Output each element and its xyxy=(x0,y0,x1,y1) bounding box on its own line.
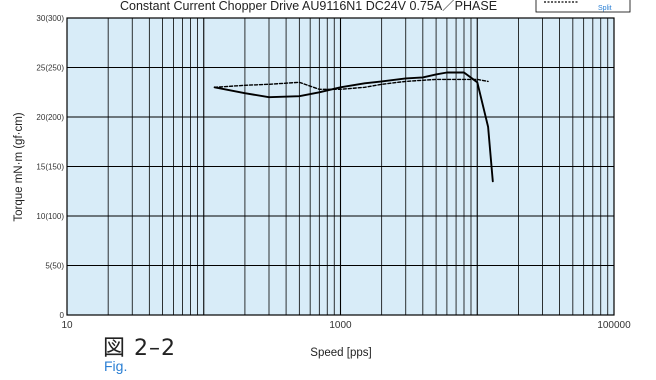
legend-box: Split xyxy=(535,0,631,13)
y-tick-label: 15(150) xyxy=(36,163,64,172)
x-axis-ticks: 10 1000 100000 xyxy=(61,320,631,331)
y-axis-ticks: 0 5(50) 10(100) 15(150) 20(200) 25(250) 30(300… xyxy=(36,14,64,320)
y-tick-label: 20(200) xyxy=(36,113,64,122)
legend-split-label: Split xyxy=(598,5,612,12)
x-tick-label: 1000 xyxy=(329,320,352,331)
figure-caption: Fig. xyxy=(104,358,128,374)
x-tick-label: 100000 xyxy=(597,320,631,331)
plot-frame xyxy=(66,17,615,316)
chart-subtitle: Constant Current Chopper Drive AU9116N1 … xyxy=(120,0,497,13)
grid xyxy=(67,18,614,315)
y-tick-label: 0 xyxy=(60,311,65,320)
y-tick-label: 10(100) xyxy=(36,212,64,221)
figure-number: 図 2–2 xyxy=(103,336,176,361)
y-axis-title: Torque mN·m (gf·cm) xyxy=(13,112,25,221)
x-axis-title: Speed [pps] xyxy=(310,347,371,359)
y-tick-label: 25(250) xyxy=(36,64,64,73)
series-line-dashed xyxy=(213,78,489,91)
series-line-solid xyxy=(213,71,494,183)
y-tick-label: 5(50) xyxy=(45,262,64,271)
y-tick-label: 30(300) xyxy=(36,14,64,23)
series-layer xyxy=(213,71,494,183)
x-tick-label: 10 xyxy=(61,320,73,331)
